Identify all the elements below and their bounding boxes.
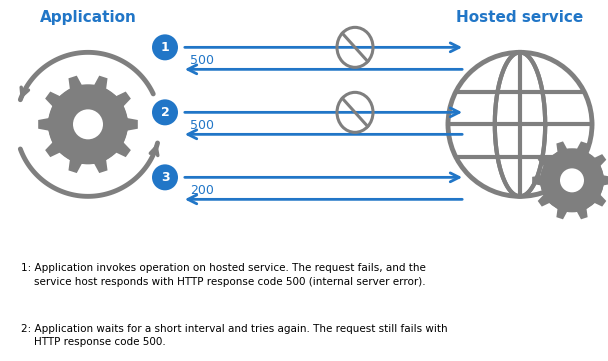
Text: 2: 2 — [161, 106, 170, 119]
Text: Application: Application — [40, 10, 136, 25]
Text: 500: 500 — [190, 55, 214, 68]
Polygon shape — [532, 142, 608, 219]
Text: 200: 200 — [190, 184, 214, 197]
Text: 1: 1 — [161, 41, 170, 54]
FancyBboxPatch shape — [0, 254, 608, 360]
Circle shape — [152, 99, 178, 125]
Circle shape — [73, 109, 103, 139]
Circle shape — [152, 34, 178, 60]
Text: 2: Application waits for a short interval and tries again. The request still fai: 2: Application waits for a short interva… — [21, 324, 447, 347]
Circle shape — [48, 84, 128, 164]
Circle shape — [560, 168, 584, 192]
Text: Hosted service: Hosted service — [457, 10, 584, 25]
Text: 3: 3 — [161, 171, 169, 184]
Circle shape — [152, 164, 178, 190]
Text: 1: Application invokes operation on hosted service. The request fails, and the
 : 1: Application invokes operation on host… — [21, 264, 426, 287]
Polygon shape — [38, 76, 138, 173]
Text: 500: 500 — [190, 119, 214, 132]
Circle shape — [540, 148, 604, 212]
